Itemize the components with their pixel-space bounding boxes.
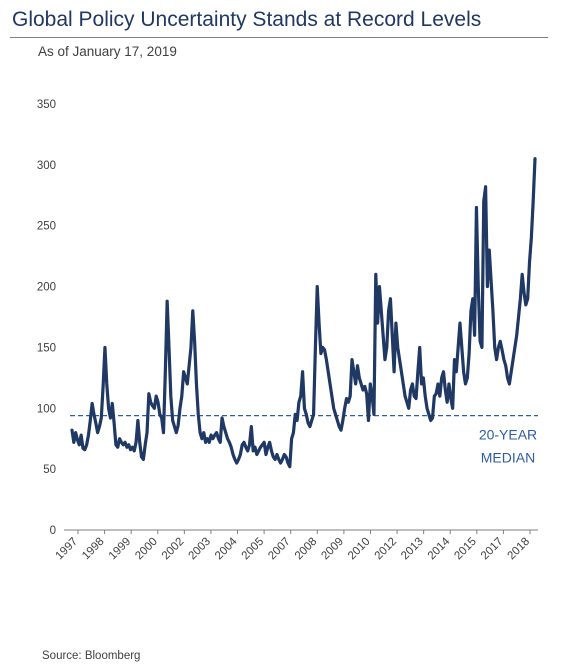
x-tick-label: 2008: [293, 536, 320, 563]
x-tick-label: 2007: [266, 536, 293, 563]
x-tick-label: 1998: [80, 536, 107, 563]
x-tick-label: 1999: [107, 536, 134, 563]
median-label-line1: 20-YEAR: [479, 427, 537, 443]
x-tick-label: 2015: [452, 536, 479, 563]
y-tick-label: 200: [37, 282, 56, 294]
source-note: Source: Bloomberg: [42, 650, 141, 662]
x-tick-label: 2005: [240, 536, 267, 563]
y-tick-label: 250: [37, 221, 56, 233]
x-tick-label: 2014: [426, 535, 453, 562]
y-axis-ticks: 0 50 100 150 200 250 300 350: [37, 99, 56, 537]
series-line: [70, 157, 537, 469]
y-tick-label: 150: [37, 342, 56, 354]
title-divider: [10, 37, 548, 38]
median-label-line2: MEDIAN: [481, 450, 535, 466]
x-tick-label: 2017: [479, 536, 506, 563]
x-tick-label: 2009: [319, 536, 346, 563]
y-tick-label: 300: [37, 160, 56, 172]
x-tick-label: 2000: [133, 536, 160, 563]
x-tick-label: 2004: [213, 535, 240, 562]
y-tick-label: 350: [37, 99, 56, 111]
x-tick-label: 2003: [186, 536, 213, 563]
y-tick-label: 100: [37, 403, 56, 415]
x-tick-label: 2010: [346, 536, 373, 563]
x-tick-label: 2002: [160, 536, 187, 563]
x-tick-label: 2013: [399, 536, 426, 563]
x-tick-label: 2012: [373, 536, 400, 563]
y-tick-label: 50: [43, 464, 56, 476]
x-tick-label: 1997: [54, 536, 81, 563]
chart-subtitle: As of January 17, 2019: [38, 44, 177, 59]
x-axis-ticks: 1997 1998 1999 2000 2002 2003 2004 2005 2007 2008…: [54, 530, 533, 563]
x-tick-label: 2018: [506, 536, 533, 563]
chart-title: Global Policy Uncertainty Stands at Reco…: [12, 8, 482, 31]
y-tick-label: 0: [50, 525, 56, 537]
